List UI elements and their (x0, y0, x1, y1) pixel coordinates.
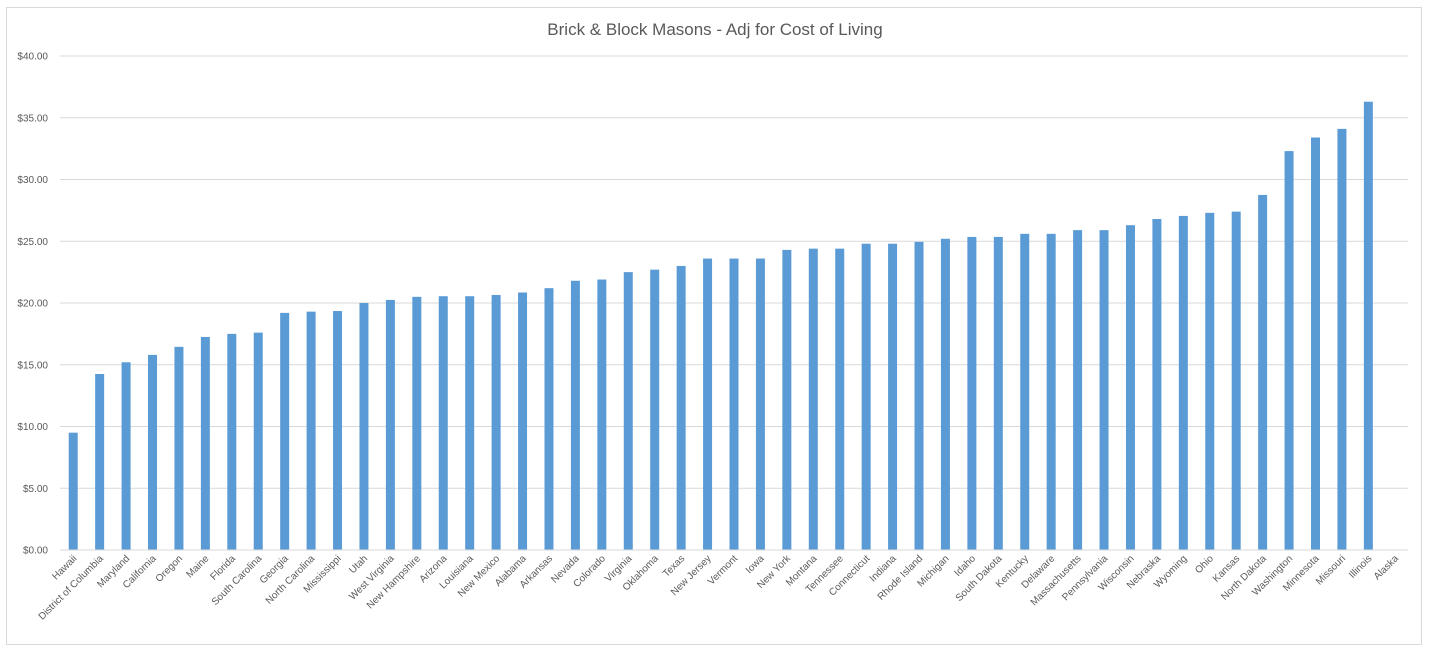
bar (465, 296, 475, 550)
bar (491, 294, 501, 550)
x-tick-label: Vermont (706, 553, 740, 587)
bar (570, 280, 580, 550)
bar (68, 432, 78, 550)
bar (385, 299, 395, 550)
bar (1205, 212, 1215, 550)
bar (200, 336, 210, 550)
bar (1284, 151, 1294, 550)
bar (1020, 233, 1030, 550)
bar (1231, 211, 1241, 551)
bar (1099, 230, 1109, 550)
bar (412, 296, 422, 550)
bar (518, 292, 528, 550)
bar (359, 303, 369, 550)
bar (333, 311, 343, 550)
y-tick-label: $0.00 (23, 546, 48, 557)
bar (438, 296, 448, 550)
bar (95, 374, 105, 550)
bar (280, 312, 290, 550)
bar (227, 333, 237, 550)
bar (993, 236, 1003, 551)
bar (782, 249, 792, 550)
y-tick-label: $30.00 (17, 175, 48, 186)
bar (755, 258, 765, 550)
bar (597, 279, 607, 550)
bars (68, 101, 1373, 551)
x-tick-label: Alaska (1372, 553, 1401, 582)
x-tick-label: Iowa (744, 553, 767, 576)
x-tick-label: Ohio (1193, 553, 1216, 576)
bar (623, 272, 633, 550)
bar (888, 243, 898, 550)
bar (253, 332, 263, 550)
x-tick-label: Illinois (1347, 553, 1374, 580)
bar (174, 346, 184, 550)
bar (148, 354, 158, 550)
bar (1363, 101, 1373, 550)
x-tick-label: Maine (184, 553, 211, 580)
chart-title: Brick & Block Masons - Adj for Cost of L… (547, 20, 882, 39)
bar (835, 248, 845, 550)
y-tick-label: $15.00 (17, 360, 48, 371)
y-tick-label: $5.00 (23, 484, 48, 495)
bar (544, 288, 554, 550)
bar (1310, 137, 1320, 550)
bar (676, 265, 686, 550)
bar (729, 258, 739, 550)
y-tick-label: $25.00 (17, 237, 48, 248)
bar (1337, 128, 1347, 551)
x-tick-label: Oregon (154, 553, 185, 584)
bar (1073, 230, 1083, 550)
x-tick-label: Missouri (1314, 553, 1348, 587)
y-tick-label: $10.00 (17, 422, 48, 433)
bar (861, 243, 871, 550)
x-tick-label: Utah (347, 553, 370, 576)
bar (650, 269, 660, 550)
bar (914, 241, 924, 550)
y-tick-label: $35.00 (17, 113, 48, 124)
bar (1046, 233, 1056, 550)
bar (703, 258, 713, 550)
bar (1152, 219, 1162, 550)
bar (1258, 194, 1268, 550)
bar (1125, 225, 1135, 550)
bar (808, 248, 818, 550)
bar (121, 362, 131, 550)
bar (1178, 215, 1188, 550)
y-tick-label: $40.00 (17, 52, 48, 63)
bar (967, 236, 977, 551)
bar (306, 311, 316, 550)
y-tick-label: $20.00 (17, 299, 48, 310)
y-axis-ticks: $0.00 $5.00 $10.00 $15.00 $20.00 $25.00 $30.00… (17, 52, 48, 557)
bar (940, 238, 950, 550)
